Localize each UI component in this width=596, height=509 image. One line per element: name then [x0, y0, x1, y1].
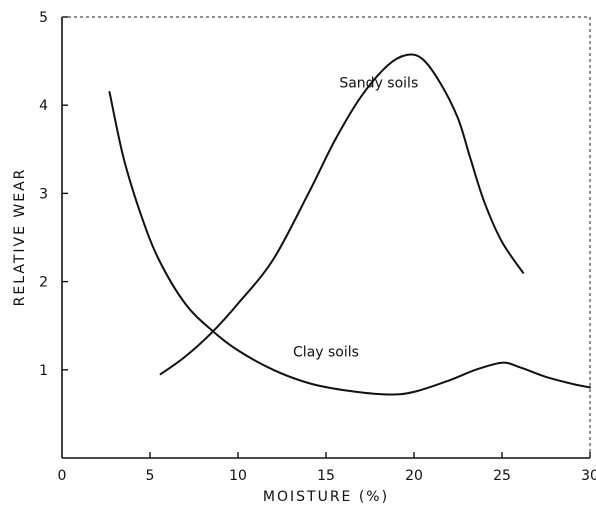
clay-soils-line: [108, 91, 591, 396]
y-tick-label: 2: [39, 275, 48, 291]
x-axis-label: MOISTURE (%): [263, 489, 389, 505]
plot-frame: [61, 16, 591, 459]
x-tick-label: 15: [317, 468, 335, 484]
clay-soils-label: Clay soils: [293, 345, 359, 361]
curve-labels: Sandy soils Clay soils: [293, 76, 418, 361]
data-curves: [108, 53, 591, 396]
x-tick-label: 10: [229, 468, 247, 484]
sandy-soils-label: Sandy soils: [339, 76, 418, 92]
x-tick-label: 0: [58, 468, 67, 484]
y-tick-label: 1: [39, 363, 48, 379]
y-tick-label: 5: [39, 10, 48, 26]
axis-ticks: 0 5 10 15 20 25 30 1 2 3 4 5: [39, 10, 596, 484]
x-tick-label: 30: [581, 468, 596, 484]
x-tick-label: 20: [405, 468, 423, 484]
x-tick-label: 5: [146, 468, 155, 484]
y-tick-label: 3: [39, 186, 48, 202]
x-tick-label: 25: [493, 468, 511, 484]
y-tick-label: 4: [39, 98, 48, 114]
sandy-soils-line: [159, 53, 525, 376]
y-axis-label: RELATIVE WEAR: [12, 168, 28, 307]
